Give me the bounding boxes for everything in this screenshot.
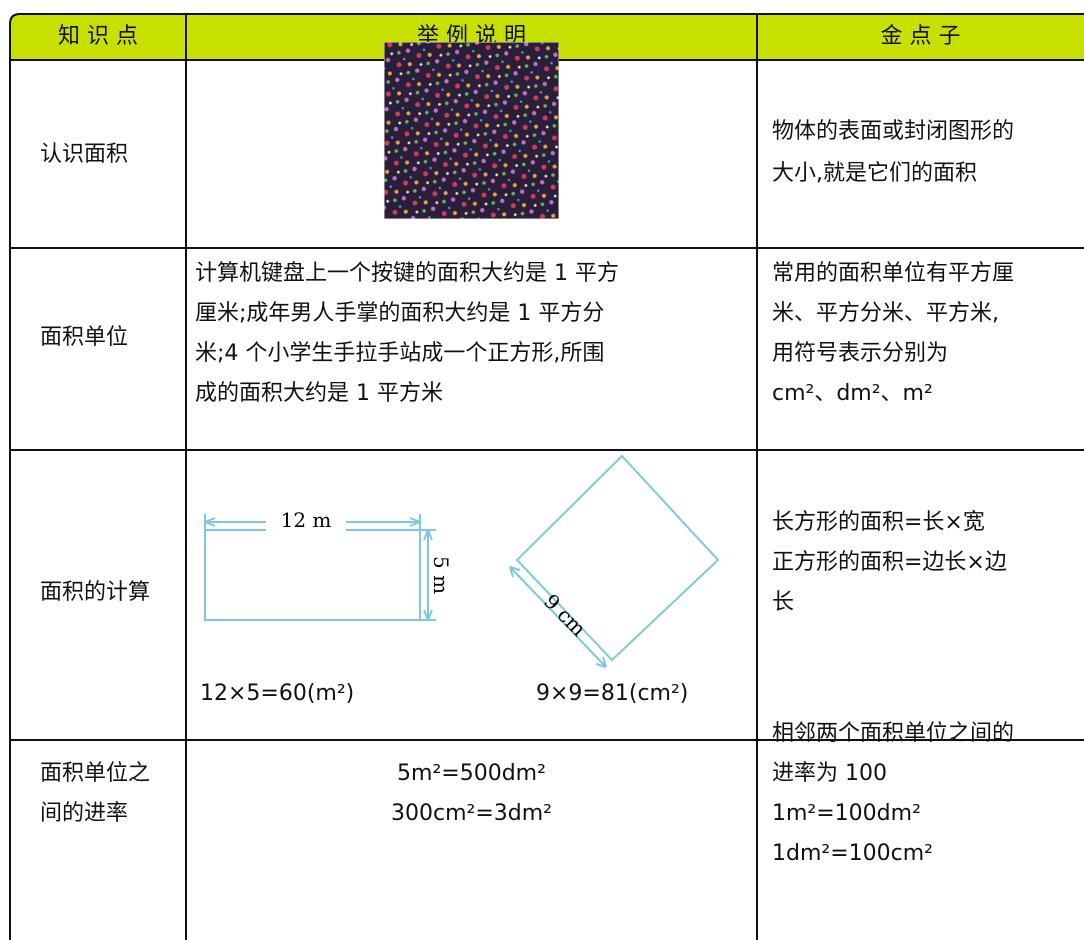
header-cell: 知 识 点 — [58, 24, 138, 49]
tip: 常用的面积单位有平方厘 — [772, 261, 1015, 286]
border — [9, 13, 1084, 60]
example: 5m²=500dm² — [397, 761, 546, 786]
tip: 用符号表示分别为 — [772, 341, 949, 366]
example: 9×9=81(cm²) — [536, 681, 689, 706]
rectangle — [204, 529, 421, 621]
tip: 长 — [772, 590, 795, 615]
header-bg — [10, 14, 1084, 60]
tip: 1m²=100dm² — [772, 801, 921, 826]
topic: 间的进率 — [40, 801, 129, 826]
example: 厘米;成年男人手掌的面积大约是 1 平方分 — [195, 301, 605, 326]
diagram-label: 5 m — [429, 556, 453, 594]
example: 成的面积大约是 1 平方米 — [195, 381, 443, 406]
header-cell: 金 点 子 — [880, 24, 961, 49]
area-diagram: 12 m 5 m 9 cm — [204, 454, 720, 668]
tip: 长方形的面积=长×宽 — [772, 510, 985, 535]
example: 米;4 个小学生手拉手站成一个正方形,所围 — [195, 341, 605, 366]
tip: 进率为 100 — [772, 761, 887, 786]
tip: 米、平方分米、平方米, — [772, 301, 999, 326]
tip: 大小,就是它们的面积 — [772, 161, 977, 186]
tip: cm²、dm²、m² — [772, 381, 933, 406]
tip: 相邻两个面积单位之间的 — [772, 721, 1015, 746]
example: 300cm²=3dm² — [391, 801, 552, 826]
tip: 物体的表面或封闭图形的 — [772, 119, 1015, 144]
diagram-label: 12 m — [281, 508, 332, 532]
topic: 面积单位 — [40, 325, 129, 350]
example: 12×5=60(m²) — [200, 681, 355, 706]
tip: 1dm²=100cm² — [772, 841, 933, 866]
example: 计算机键盘上一个按键的面积大约是 1 平方 — [195, 261, 619, 286]
tip: 正方形的面积=边长×边 — [772, 550, 1007, 575]
dimension-arrow — [509, 566, 607, 668]
topic: 面积的计算 — [40, 580, 151, 605]
square — [515, 454, 720, 662]
topic: 面积单位之 — [40, 761, 151, 786]
fabric-image — [384, 42, 559, 219]
topic: 认识面积 — [40, 142, 129, 167]
diagram-label: 9 cm — [539, 589, 591, 641]
